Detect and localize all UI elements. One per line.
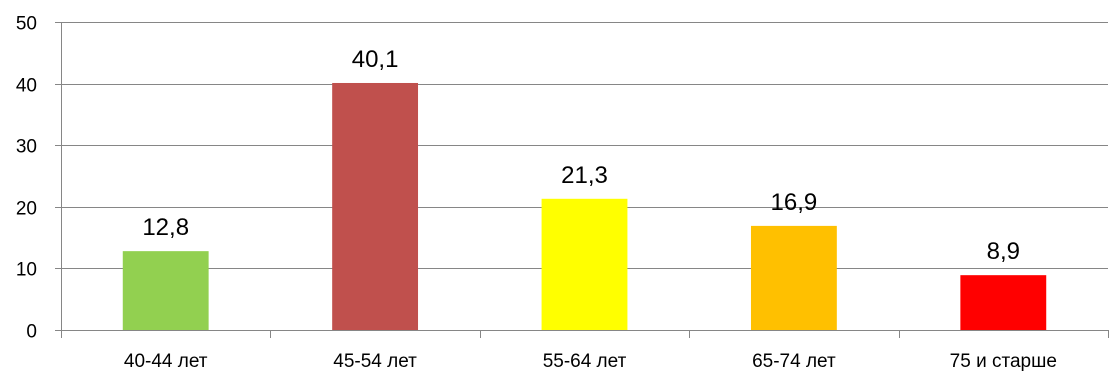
data-labels: 12,8 40,1 21,3 16,9 8,9: [142, 46, 1020, 265]
y-tick-label: 50: [16, 14, 37, 35]
category-label-5: 75 и старше: [950, 351, 1057, 372]
y-axis: 0 10 20 30 40 50: [16, 14, 62, 343]
bars: [122, 82, 1047, 330]
data-label-2: 40,1: [352, 46, 399, 73]
category-labels: 40-44 лет 45-54 лет 55-64 лет 65-74 лет 75 и…: [124, 351, 1057, 372]
y-tick-label: 10: [16, 260, 37, 281]
bar-3: [541, 198, 628, 330]
data-label-1: 12,8: [142, 214, 189, 241]
bar-1: [122, 251, 209, 330]
data-label-4: 16,9: [771, 189, 818, 216]
category-label-2: 45-54 лет: [333, 351, 417, 372]
bar-4: [750, 225, 837, 330]
gridlines: [61, 22, 1108, 269]
bar-2: [332, 82, 419, 330]
category-label-4: 65-74 лет: [752, 351, 836, 372]
y-tick-label: 0: [26, 322, 37, 343]
bar-5: [960, 275, 1047, 330]
data-label-3: 21,3: [561, 162, 608, 189]
category-label-3: 55-64 лет: [543, 351, 627, 372]
y-tick-label: 40: [16, 76, 37, 97]
y-tick-label: 20: [16, 199, 37, 220]
x-axis: [61, 330, 1109, 338]
y-tick-label: 30: [16, 137, 37, 158]
category-label-1: 40-44 лет: [124, 351, 208, 372]
data-label-5: 8,9: [987, 238, 1020, 265]
